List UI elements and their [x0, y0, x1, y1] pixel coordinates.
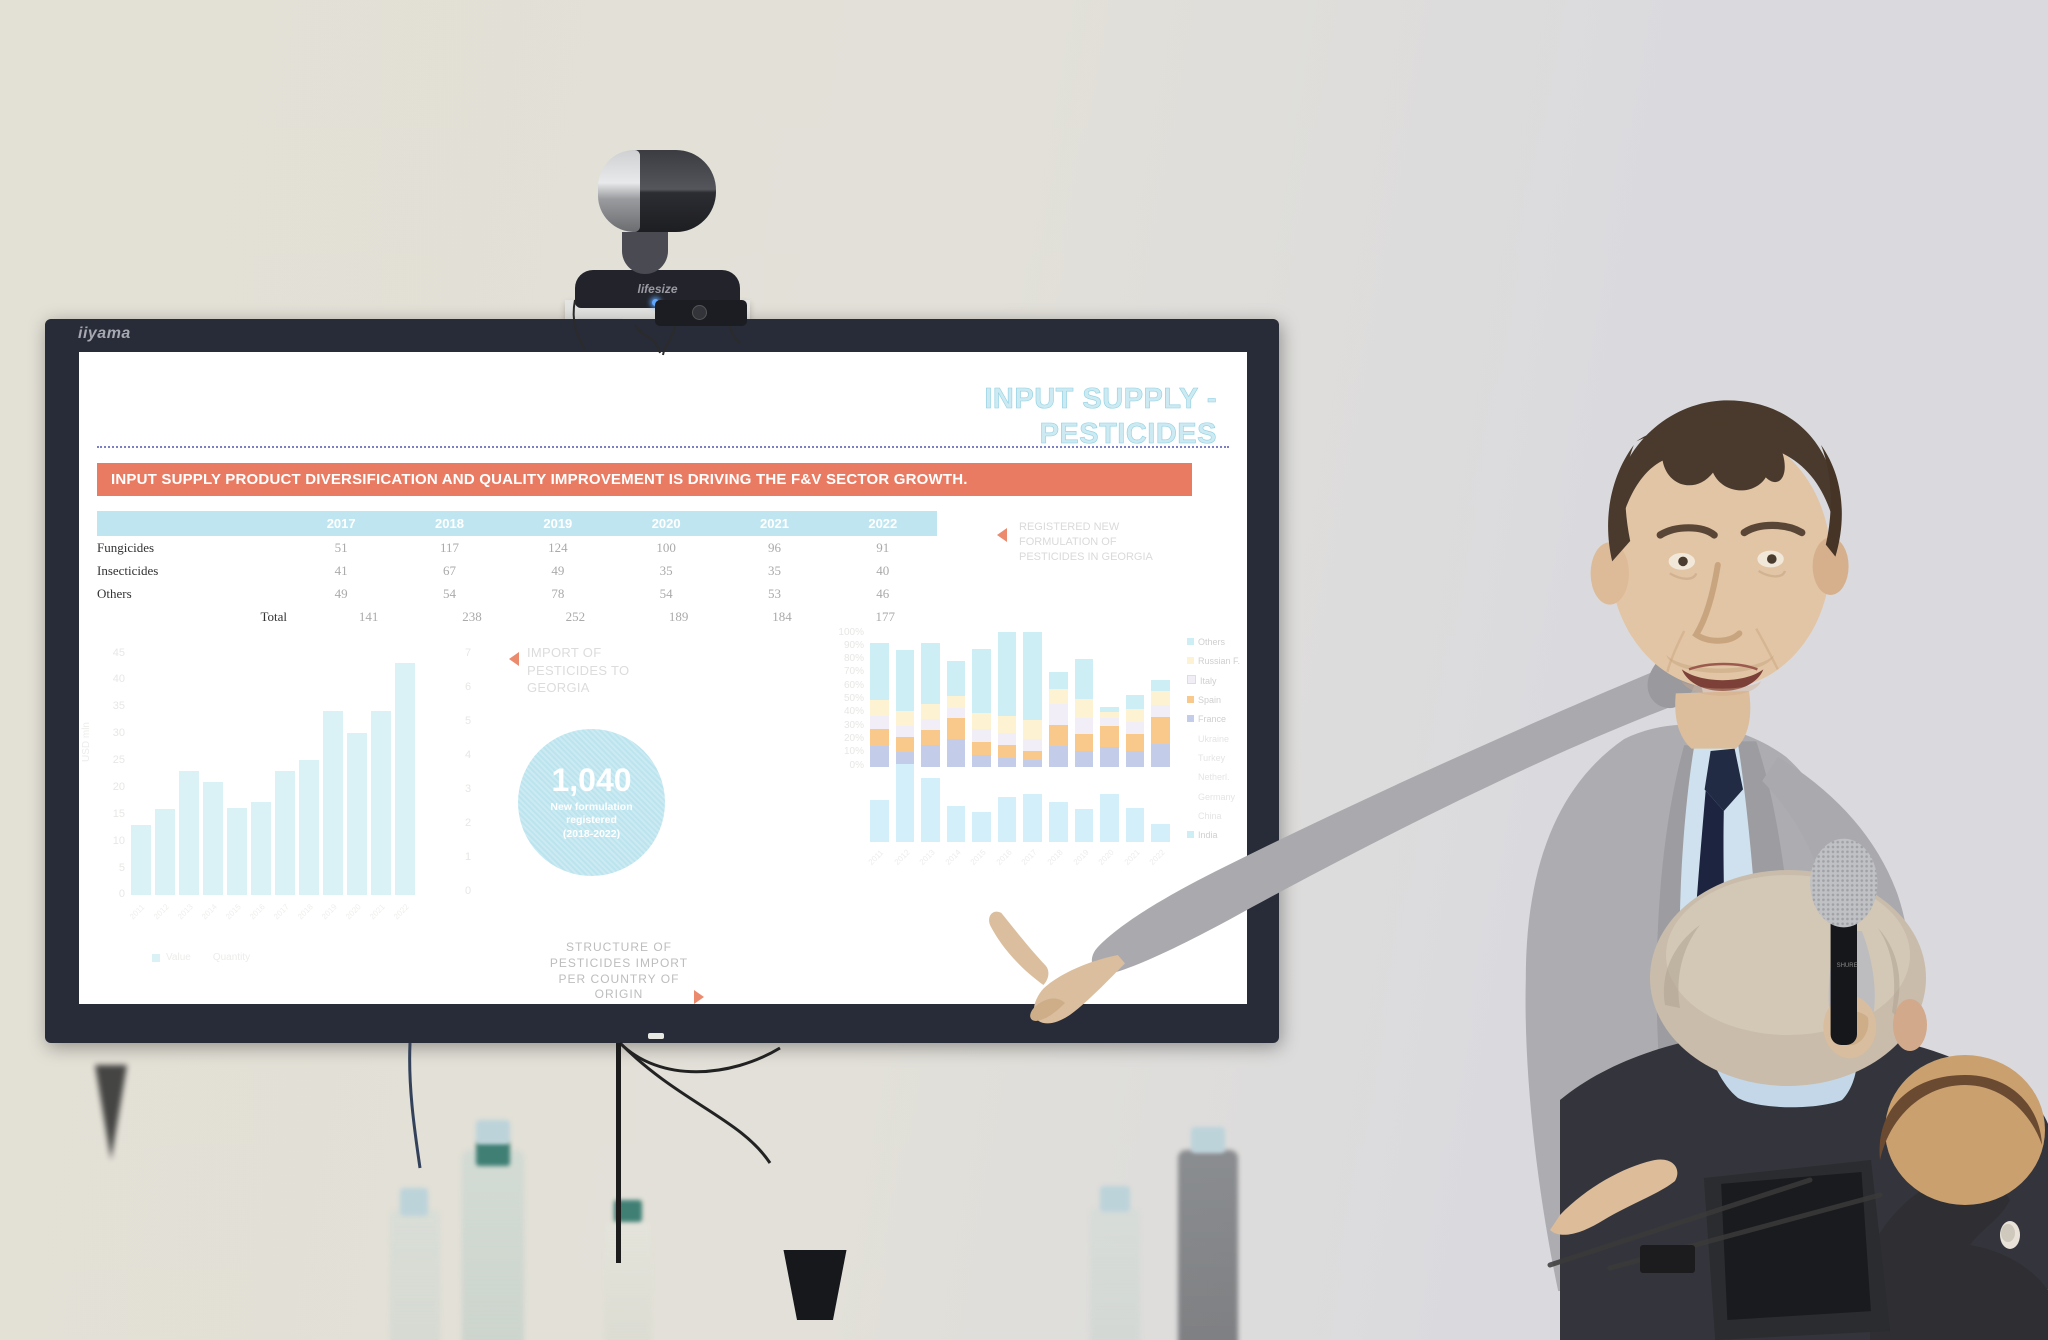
- svg-text:SHURE: SHURE: [1837, 963, 1858, 969]
